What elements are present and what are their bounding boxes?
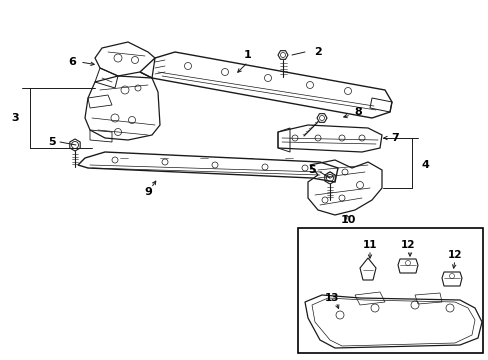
- Text: 5: 5: [48, 137, 56, 147]
- Text: 12: 12: [400, 240, 414, 250]
- Text: 12: 12: [447, 250, 461, 260]
- Text: 8: 8: [353, 107, 361, 117]
- Text: 10: 10: [340, 215, 355, 225]
- Bar: [297, 228, 482, 353]
- Text: 5: 5: [307, 165, 315, 175]
- Text: 11: 11: [362, 240, 376, 250]
- Text: 3: 3: [11, 113, 19, 123]
- Text: 6: 6: [68, 57, 76, 67]
- Text: 1: 1: [244, 50, 251, 60]
- Text: 13: 13: [324, 293, 339, 303]
- Text: 9: 9: [144, 187, 152, 197]
- Text: 7: 7: [390, 133, 398, 143]
- Text: 4: 4: [420, 160, 428, 170]
- Text: 2: 2: [313, 47, 321, 57]
